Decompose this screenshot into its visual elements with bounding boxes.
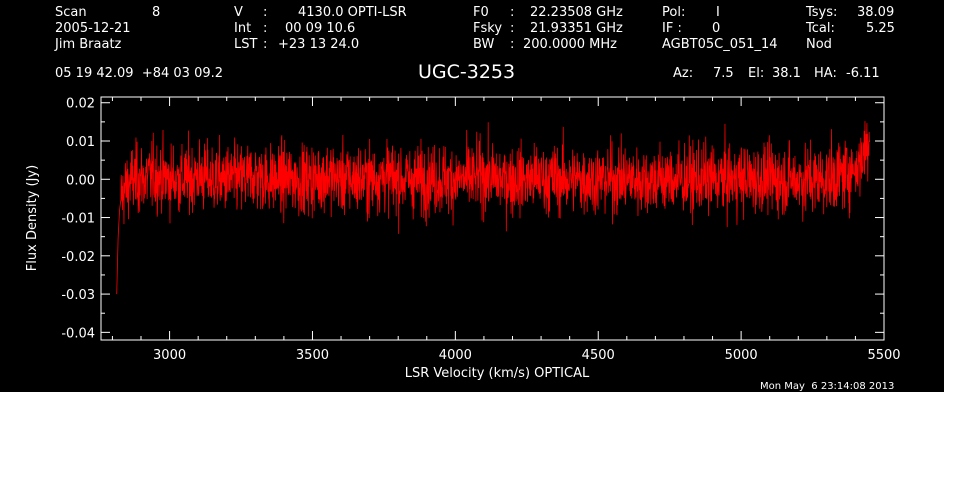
velocity-label: V bbox=[234, 5, 243, 20]
observation-date: 2005-12-21 bbox=[55, 21, 131, 36]
ticks-layer: 3000 3500 4000 4500 5000 5500 -0.04 -0.03 -0.02 -… bbox=[61, 97, 900, 363]
series-layer bbox=[116, 121, 871, 295]
el-value: 38.1 bbox=[772, 66, 801, 81]
f0-value: 22.23508 GHz bbox=[530, 5, 623, 20]
if-value: 0 bbox=[712, 21, 721, 36]
observer-name: Jim Braatz bbox=[55, 37, 122, 52]
y-tick-label: 0.00 bbox=[66, 173, 95, 188]
f0-colon: : bbox=[510, 5, 515, 20]
plot-background: Scan 8 2005-12-21 Jim Braatz V : 4130.0 … bbox=[0, 0, 944, 392]
x-tick-label: 3000 bbox=[153, 348, 186, 363]
pol-value: I bbox=[716, 5, 720, 20]
int-label: Int bbox=[234, 21, 252, 36]
el-label: El: bbox=[748, 66, 765, 81]
y-tick-label: -0.02 bbox=[61, 250, 95, 265]
velocity-value: 4130.0 OPTI-LSR bbox=[298, 5, 407, 20]
bw-colon: : bbox=[510, 37, 515, 52]
x-axis-label: LSR Velocity (km/s) OPTICAL bbox=[405, 366, 590, 381]
y-tick-label: 0.01 bbox=[66, 135, 95, 150]
lst-colon: : bbox=[263, 37, 268, 52]
az-value: 7.5 bbox=[713, 66, 734, 81]
fsky-value: 21.93351 GHz bbox=[530, 21, 623, 36]
bw-label: BW bbox=[473, 37, 495, 52]
x-tick-label: 3500 bbox=[296, 348, 329, 363]
spectrum-chart: 3000 3500 4000 4500 5000 5500 -0.04 -0.03 -0.02 -… bbox=[25, 96, 901, 381]
source-name: UGC-3253 bbox=[418, 61, 516, 83]
x-tick-label: 4000 bbox=[439, 348, 472, 363]
if-label: IF : bbox=[662, 21, 682, 36]
project-id: AGBT05C_051_14 bbox=[662, 37, 778, 52]
ha-value: -6.11 bbox=[846, 66, 880, 81]
tsys-label: Tsys: bbox=[806, 5, 838, 20]
bw-value: 200.0000 MHz bbox=[523, 37, 617, 52]
tsys-value: 38.09 bbox=[857, 5, 895, 20]
y-tick-label: 0.02 bbox=[66, 97, 95, 112]
pol-label: Pol: bbox=[662, 5, 686, 20]
fsky-label: Fsky bbox=[473, 21, 503, 36]
y-tick-label: -0.03 bbox=[61, 288, 95, 303]
ha-label: HA: bbox=[814, 66, 837, 81]
x-tick-label: 4500 bbox=[582, 348, 615, 363]
generation-timestamp: Mon May 6 23:14:08 2013 bbox=[760, 381, 895, 392]
tcal-label: Tcal: bbox=[806, 21, 835, 36]
y-axis-label: Flux Density (Jy) bbox=[25, 165, 40, 271]
y-tick-label: -0.01 bbox=[61, 212, 95, 227]
scan-label: Scan bbox=[55, 5, 87, 20]
y-tick-label: -0.04 bbox=[61, 326, 95, 341]
plot-frame bbox=[100, 96, 885, 341]
lst-value: +23 13 24.0 bbox=[278, 37, 360, 52]
int-value: 00 09 10.6 bbox=[285, 21, 356, 36]
az-label: Az: bbox=[673, 66, 694, 81]
source-coordinates: 05 19 42.09 +84 03 09.2 bbox=[55, 66, 224, 81]
scan-value: 8 bbox=[152, 5, 161, 20]
x-tick-label: 5500 bbox=[867, 348, 900, 363]
switching-mode: Nod bbox=[806, 37, 832, 52]
fsky-colon: : bbox=[510, 21, 515, 36]
velocity-colon: : bbox=[263, 5, 268, 20]
f0-label: F0 bbox=[473, 5, 489, 20]
lst-label: LST bbox=[234, 37, 258, 52]
tcal-value: 5.25 bbox=[866, 21, 895, 36]
spectrum-line bbox=[116, 121, 871, 295]
int-colon: : bbox=[263, 21, 268, 36]
x-tick-label: 5000 bbox=[725, 348, 758, 363]
